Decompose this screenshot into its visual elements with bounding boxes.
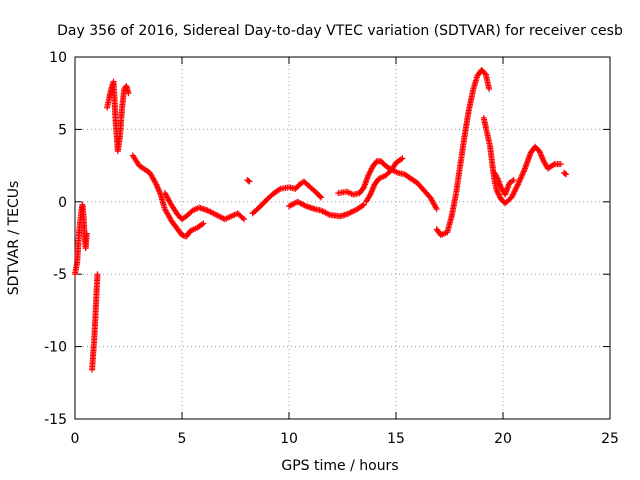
x-tick-label: 20	[494, 431, 512, 447]
data-point	[239, 215, 246, 222]
plot-frame	[74, 56, 611, 420]
x-tick-label: 10	[280, 431, 298, 447]
chart-title: Day 356 of 2016, Sidereal Day-to-day VTE…	[57, 23, 623, 39]
data-point	[433, 206, 440, 213]
data-point	[399, 155, 406, 162]
y-tick-label: 10	[49, 50, 67, 66]
grid-lines	[75, 57, 610, 419]
y-tick-label: 0	[58, 195, 67, 211]
data-point	[398, 156, 405, 163]
data-markers	[72, 67, 570, 373]
data-point	[359, 202, 366, 209]
data-point	[562, 170, 569, 177]
data-point	[276, 186, 283, 193]
data-point	[360, 185, 367, 192]
data-point	[245, 177, 252, 184]
tick-labels: 0 5 10 15 20 25 -15 -10 -5 0 5 10	[44, 50, 619, 447]
data-point	[94, 271, 101, 278]
data-point	[241, 216, 248, 223]
y-tick-label: -10	[44, 340, 67, 356]
y-tick-label: -15	[44, 412, 67, 428]
data-point	[486, 85, 493, 92]
x-tick-label: 15	[387, 431, 405, 447]
y-tick-label: -5	[53, 267, 67, 283]
x-axis-title: GPS time / hours	[281, 458, 398, 474]
y-tick-label: 5	[58, 122, 67, 138]
data-point	[246, 178, 253, 185]
axis-ticks	[74, 56, 611, 420]
y-axis-title: SDTVAR / TECUs	[6, 181, 22, 296]
data-point	[557, 161, 564, 168]
data-point	[510, 177, 517, 184]
x-tick-label: 0	[71, 431, 80, 447]
x-tick-label: 25	[601, 431, 619, 447]
data-point	[563, 171, 570, 178]
data-point	[550, 162, 557, 169]
data-point	[317, 193, 324, 200]
data-point	[199, 221, 206, 228]
data-point	[318, 194, 325, 201]
data-point	[83, 230, 90, 237]
data-point	[200, 220, 207, 227]
x-tick-label: 5	[178, 431, 187, 447]
data-point	[125, 90, 132, 97]
